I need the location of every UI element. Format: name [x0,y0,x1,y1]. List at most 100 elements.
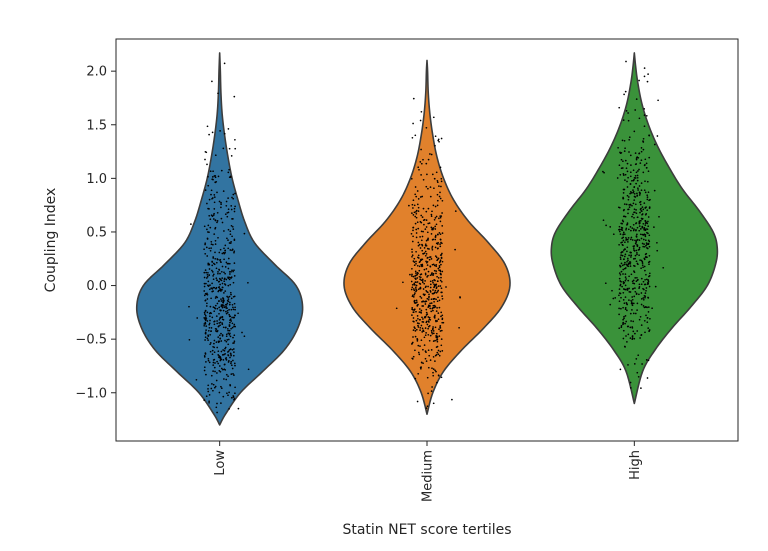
data-point [218,251,221,254]
data-point [640,334,643,336]
data-point [441,317,444,320]
data-point [619,292,622,295]
y-axis-label: Coupling Index [43,188,59,293]
data-point [434,246,437,249]
data-point [414,186,417,188]
data-point [436,290,439,293]
data-point [416,190,419,192]
data-point [425,260,427,263]
data-point [418,322,420,325]
data-point [411,308,414,311]
data-point [206,302,208,305]
data-point [207,388,209,390]
data-point [620,324,623,327]
data-point [220,270,223,273]
data-point [432,116,435,119]
data-point [426,257,429,259]
data-point [634,239,636,242]
data-point [425,126,428,129]
data-point [639,259,641,261]
data-point [429,280,432,283]
data-point [628,299,630,301]
data-point [438,265,441,267]
data-point [233,269,235,272]
data-point [638,185,641,187]
data-point [212,370,214,372]
data-point [432,340,435,342]
data-point [206,275,209,278]
data-point [424,293,426,296]
data-point [432,368,435,370]
violin-low [135,52,304,426]
data-point [418,311,421,313]
data-point [642,297,645,299]
data-point [438,217,440,220]
data-point [423,268,426,271]
data-point [210,243,213,246]
data-point [622,231,625,234]
data-point [225,310,227,313]
data-point [426,376,429,379]
data-point [218,369,221,372]
data-point [228,315,231,318]
data-point [207,224,210,227]
data-point [634,152,637,154]
data-point [434,228,437,230]
data-point [411,254,414,257]
data-point [627,198,630,201]
data-point [224,266,227,268]
data-point [437,289,440,292]
data-point [434,279,436,282]
data-point [215,379,218,382]
data-point [247,281,249,284]
data-point [638,229,641,232]
data-point [624,147,626,150]
data-point [203,356,206,358]
data-point [620,296,622,299]
data-point [206,228,208,231]
data-point [221,354,224,356]
data-point [210,247,212,249]
data-point [436,345,439,348]
data-point [428,354,431,357]
data-point [412,214,415,216]
data-point [618,327,621,330]
data-point [424,334,427,337]
data-point [647,239,650,242]
data-point [222,300,225,303]
data-point [626,162,629,165]
data-point [436,181,439,184]
data-point [415,262,417,265]
data-point [639,228,642,230]
data-point [644,331,646,334]
data-point [645,221,648,224]
data-point [417,326,420,328]
data-point [220,217,223,220]
data-point [427,349,430,352]
data-point [212,243,214,246]
data-point [618,300,621,303]
data-point [633,282,636,285]
data-point [218,280,221,283]
data-point [212,170,214,173]
data-point [631,227,634,229]
data-point [421,305,424,307]
data-point [634,163,637,166]
data-point [441,225,444,227]
data-point [228,303,231,306]
data-point [435,265,438,268]
data-point [434,255,437,257]
data-point [437,374,440,377]
data-point [459,296,461,298]
data-point [226,237,228,240]
data-point [230,241,232,243]
data-point [625,227,628,230]
data-point [411,283,414,286]
data-point [437,139,440,142]
data-point [207,285,210,287]
data-point [423,344,426,346]
data-point [217,92,219,95]
data-point [424,327,427,329]
data-point [415,281,417,284]
data-point [206,237,209,240]
